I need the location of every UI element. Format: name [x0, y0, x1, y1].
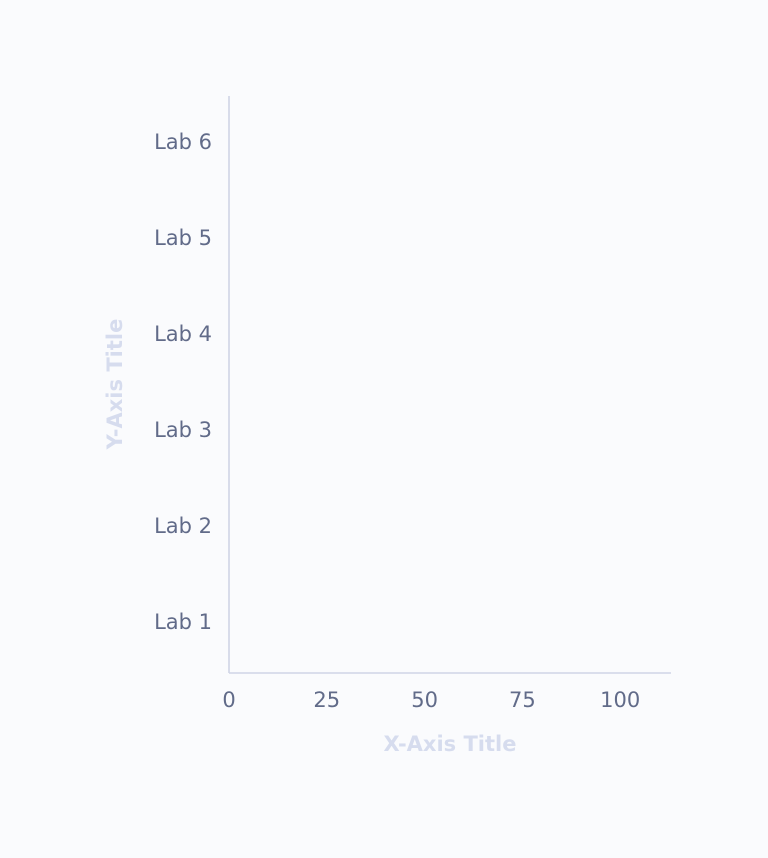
x-tick-labels: 0 25 50 75 100 [222, 688, 640, 712]
x-tick-label: 100 [600, 688, 640, 712]
y-axis-title: Y-Axis Title [103, 319, 127, 451]
x-tick-label: 75 [509, 688, 536, 712]
y-tick-label: Lab 2 [154, 514, 212, 538]
y-tick-label: Lab 6 [154, 130, 212, 154]
x-tick-label: 50 [411, 688, 438, 712]
x-axis-title: X-Axis Title [383, 732, 516, 756]
y-tick-label: Lab 3 [154, 418, 212, 442]
y-tick-label: Lab 1 [154, 610, 212, 634]
x-tick-label: 25 [313, 688, 340, 712]
x-tick-label: 0 [222, 688, 235, 712]
y-tick-label: Lab 5 [154, 226, 212, 250]
y-tick-label: Lab 4 [154, 322, 212, 346]
y-tick-labels: Lab 1 Lab 2 Lab 3 Lab 4 Lab 5 Lab 6 [154, 130, 212, 634]
